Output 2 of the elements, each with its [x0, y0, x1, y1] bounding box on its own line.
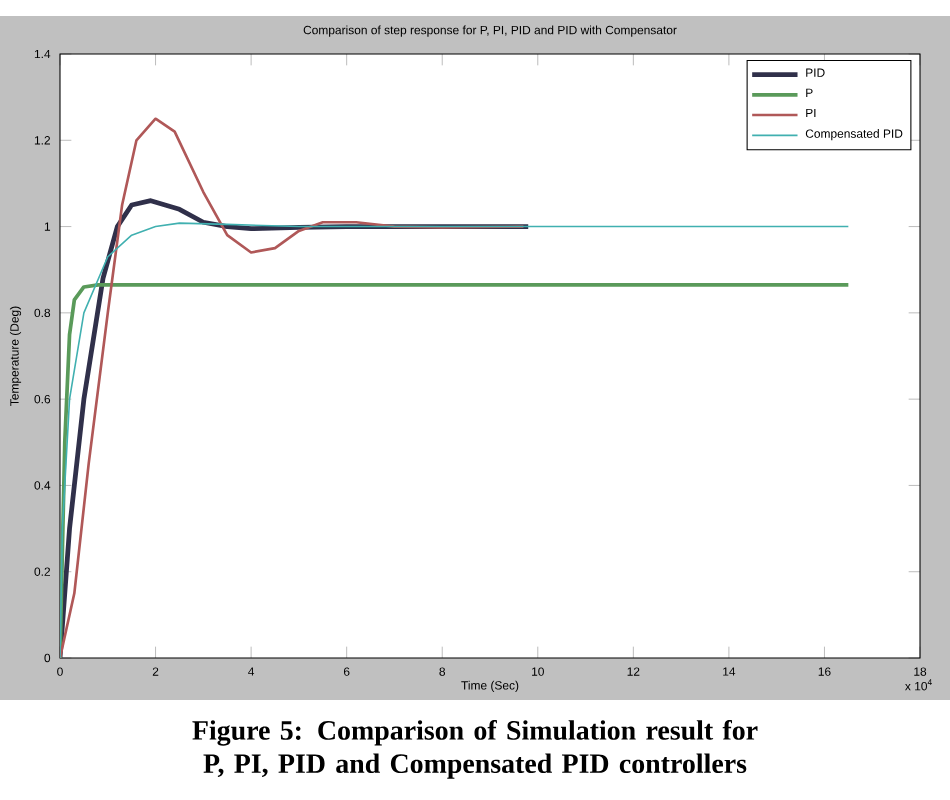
line-series [60, 117, 525, 658]
text: Figure 5: Comparison of Simulation result for P, PI, PID and Compensated PID controllers [192, 719, 758, 779]
